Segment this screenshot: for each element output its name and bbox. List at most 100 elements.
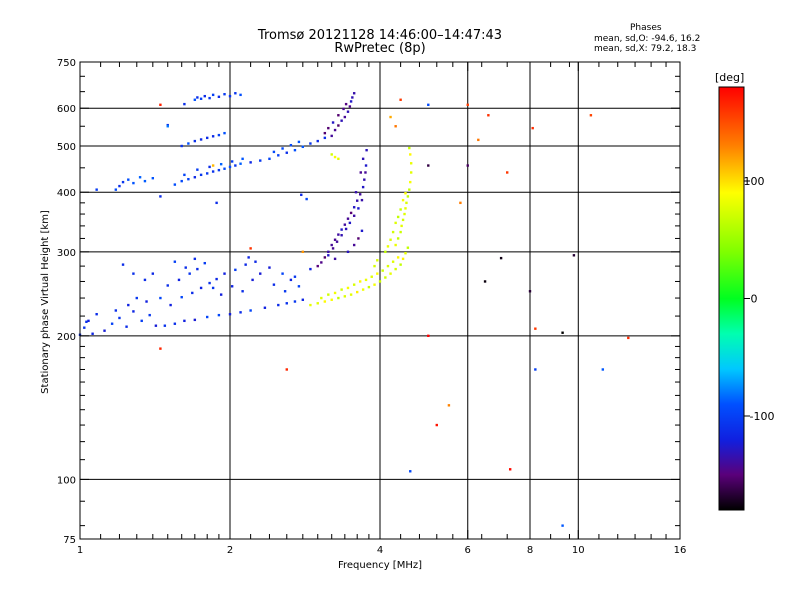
data-point: [239, 93, 242, 97]
data-point: [305, 197, 308, 201]
data-point: [268, 266, 271, 269]
data-point: [114, 309, 118, 312]
data-point: [125, 325, 128, 328]
data-point: [289, 143, 293, 147]
data-point: [348, 221, 352, 225]
data-point: [401, 257, 405, 261]
data-point: [309, 142, 312, 145]
data-point: [403, 212, 406, 216]
data-point: [396, 256, 400, 259]
data-point: [327, 250, 330, 254]
data-point: [408, 146, 411, 150]
data-point: [110, 322, 114, 325]
data-point: [281, 147, 284, 150]
data-point: [352, 92, 356, 95]
data-point: [487, 114, 490, 117]
data-point: [203, 261, 206, 265]
x-tick-label: 1: [77, 545, 83, 556]
data-point: [346, 110, 350, 113]
x-tick-label: 4: [377, 545, 383, 556]
data-point: [335, 240, 339, 243]
data-point: [196, 267, 199, 271]
data-point: [173, 260, 177, 263]
data-point: [343, 295, 347, 298]
data-point: [330, 153, 333, 156]
data-point: [193, 98, 197, 101]
data-point: [337, 233, 340, 236]
data-point: [283, 290, 287, 293]
data-point: [333, 155, 337, 159]
data-point: [180, 179, 183, 183]
data-point: [561, 524, 564, 527]
data-point: [399, 230, 402, 234]
data-point: [399, 208, 402, 211]
data-point: [205, 172, 209, 175]
data-point: [409, 153, 412, 156]
data-point: [184, 266, 187, 269]
phase-stats-o-mode: mean, sd,O: -94.6, 16.2: [594, 34, 701, 44]
data-point: [132, 310, 135, 313]
data-point: [351, 96, 354, 99]
data-point: [346, 286, 350, 290]
data-point: [166, 125, 169, 128]
data-point: [268, 157, 271, 161]
data-point: [409, 162, 413, 165]
colorbar-tick-label: -100: [750, 410, 775, 423]
data-point: [391, 260, 395, 263]
data-point: [601, 368, 605, 371]
data-point: [187, 142, 190, 145]
data-point: [400, 224, 403, 228]
y-tick-label: 600: [57, 104, 76, 115]
data-point: [217, 133, 221, 137]
data-point: [316, 139, 319, 143]
data-point: [205, 315, 209, 319]
data-point: [293, 300, 297, 303]
data-point: [406, 246, 410, 249]
data-point: [118, 184, 121, 188]
data-point: [159, 296, 162, 300]
phase-stats-title: Phases: [630, 23, 662, 33]
data-point: [399, 98, 402, 101]
data-point: [408, 188, 411, 191]
x-axis-label: Frequency [MHz]: [338, 560, 422, 571]
data-point: [217, 95, 221, 99]
data-point: [404, 192, 407, 195]
data-point: [337, 296, 340, 300]
data-point: [239, 311, 242, 314]
data-point: [352, 283, 356, 286]
data-point: [121, 180, 125, 184]
data-point: [135, 296, 138, 300]
data-point: [363, 178, 366, 181]
data-point: [399, 263, 402, 266]
data-point: [217, 168, 221, 172]
data-point: [355, 290, 359, 294]
data-point: [365, 148, 368, 152]
data-point: [505, 171, 509, 174]
data-point: [330, 134, 333, 138]
data-point: [499, 256, 503, 260]
data-point: [259, 159, 262, 162]
x-tick-label: 2: [227, 545, 233, 556]
data-point: [376, 259, 379, 262]
data-point: [301, 298, 305, 301]
data-point: [447, 404, 451, 407]
data-point: [394, 125, 397, 128]
data-point: [285, 302, 288, 305]
data-point: [208, 281, 211, 285]
data-point: [203, 94, 206, 98]
data-point: [361, 288, 365, 291]
data-point: [95, 312, 98, 316]
data-point: [234, 92, 237, 95]
data-point: [199, 138, 203, 141]
data-point: [143, 179, 147, 183]
data-point: [163, 324, 167, 327]
data-point: [281, 272, 284, 275]
data-point: [409, 180, 412, 184]
y-tick-label: 750: [57, 58, 76, 69]
data-point: [427, 103, 430, 107]
data-point: [531, 126, 534, 130]
data-point: [215, 201, 218, 205]
data-point: [572, 254, 576, 257]
data-point: [337, 157, 340, 161]
data-point: [358, 193, 362, 196]
